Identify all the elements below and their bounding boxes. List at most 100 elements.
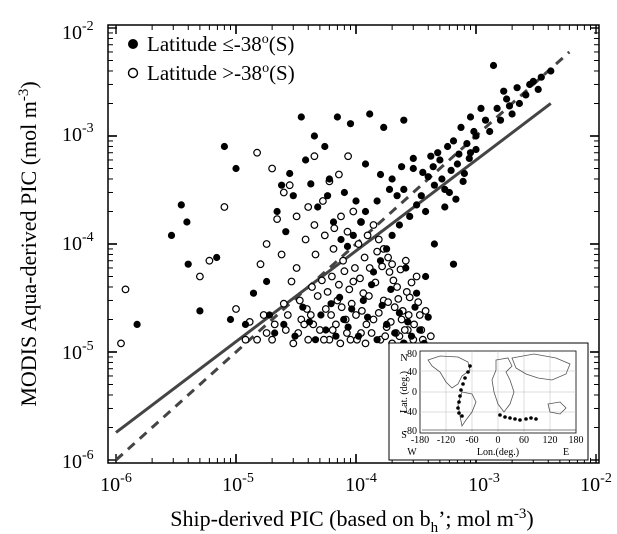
data-point-open	[332, 320, 340, 329]
data-point-filled	[346, 120, 355, 128]
data-point-filled	[416, 326, 424, 334]
data-point-filled	[452, 195, 460, 203]
data-point-filled	[329, 218, 338, 226]
data-point-open	[426, 332, 435, 341]
data-point-filled	[391, 329, 399, 337]
inset-track-point	[466, 370, 470, 374]
data-point-open	[330, 224, 339, 233]
data-point-open	[404, 311, 413, 319]
data-point-filled	[419, 168, 427, 176]
data-point-filled	[402, 264, 410, 272]
data-point-filled	[508, 110, 516, 118]
data-point-filled	[466, 113, 475, 121]
data-point-open	[358, 307, 366, 315]
data-point-filled	[226, 315, 235, 324]
data-point-open	[349, 207, 358, 216]
data-point-filled	[354, 332, 363, 340]
inset-track-point	[460, 414, 464, 418]
legend-marker-filled	[128, 39, 138, 49]
data-point-filled	[505, 102, 514, 110]
legend: Latitude ≤-38o(S) Latitude >-38o(S)	[127, 32, 295, 85]
data-point-filled	[280, 320, 288, 328]
data-point-open	[329, 244, 338, 253]
data-point-open	[344, 152, 353, 161]
data-point-filled	[220, 142, 228, 151]
data-point-open	[352, 311, 360, 319]
data-point-filled	[472, 145, 480, 154]
data-point-filled	[177, 201, 185, 209]
inset-y-tick: -40	[404, 407, 417, 418]
data-point-filled	[500, 87, 508, 95]
data-point-filled	[388, 231, 396, 239]
y-tick-label: 10-2	[62, 19, 94, 44]
data-point-filled	[383, 245, 391, 253]
data-point-open	[390, 303, 399, 312]
data-point-open	[354, 240, 363, 248]
data-point-open	[360, 253, 369, 262]
asia-outline	[511, 353, 571, 381]
data-point-filled	[383, 320, 391, 328]
data-point-filled	[183, 218, 191, 226]
data-point-filled	[438, 175, 446, 183]
data-point-filled	[376, 170, 385, 179]
inset-y-ticks: 80 40 0 -40 -80	[404, 349, 417, 437]
inset-track-point	[529, 416, 533, 420]
inset-track-point	[456, 406, 460, 410]
data-point-filled	[352, 197, 360, 205]
x-axis-label: Ship-derived PIC (based on bh’; mol m-3)	[170, 506, 533, 534]
data-point-filled	[273, 207, 281, 216]
data-point-filled	[496, 116, 505, 124]
data-point-filled	[417, 192, 425, 200]
data-point-open	[374, 309, 383, 317]
one-to-one-line	[114, 50, 571, 462]
data-point-filled	[413, 289, 421, 297]
data-point-open	[289, 339, 298, 348]
inset-track-point	[508, 416, 512, 420]
data-point-filled	[359, 296, 367, 305]
data-point-filled	[336, 293, 344, 301]
data-point-open	[336, 339, 345, 348]
data-point-open	[393, 283, 402, 291]
data-point-filled	[378, 301, 386, 309]
data-point-filled	[369, 268, 378, 276]
data-point-open	[412, 272, 421, 281]
data-point-filled	[460, 169, 468, 178]
data-point-filled	[278, 181, 286, 189]
data-point-filled	[271, 329, 279, 337]
data-point-filled	[526, 80, 534, 89]
data-point-filled	[513, 84, 521, 92]
y-tick-labels: 10-2 10-3 10-4 10-5 10-6	[62, 19, 94, 473]
data-point-filled	[385, 185, 394, 193]
data-point-filled	[184, 260, 192, 268]
y-tick-label: 10-6	[62, 448, 94, 473]
points-layer	[117, 61, 555, 348]
y-axis-label: MODIS Aqua-derived PIC (mol m-3)	[16, 81, 41, 406]
data-point-filled	[289, 192, 297, 200]
data-point-filled	[325, 175, 333, 183]
data-point-open	[220, 203, 229, 211]
inset-track-point	[534, 417, 538, 421]
inset-x-label: Lon.(deg.)	[477, 447, 519, 458]
data-point-filled	[424, 173, 432, 181]
data-point-filled	[398, 163, 406, 171]
inset-y-tick: 0	[412, 387, 417, 398]
data-point-filled	[447, 166, 455, 174]
legend-label: Latitude ≤-38o(S)	[147, 32, 294, 56]
inset-track-point	[457, 411, 461, 415]
data-point-filled	[364, 313, 372, 321]
data-point-open	[401, 256, 410, 265]
inset-track-point	[498, 413, 502, 417]
data-point-filled	[387, 285, 395, 293]
data-point-open	[337, 212, 345, 221]
data-point-open	[268, 335, 277, 344]
data-point-open	[256, 260, 265, 269]
data-point-filled	[427, 152, 435, 160]
data-point-filled	[413, 201, 421, 209]
data-point-open	[287, 277, 296, 286]
data-point-filled	[340, 315, 348, 324]
data-point-open	[340, 267, 349, 276]
data-point-filled	[404, 318, 412, 326]
data-point-filled	[333, 113, 341, 121]
data-point-open	[292, 264, 301, 272]
